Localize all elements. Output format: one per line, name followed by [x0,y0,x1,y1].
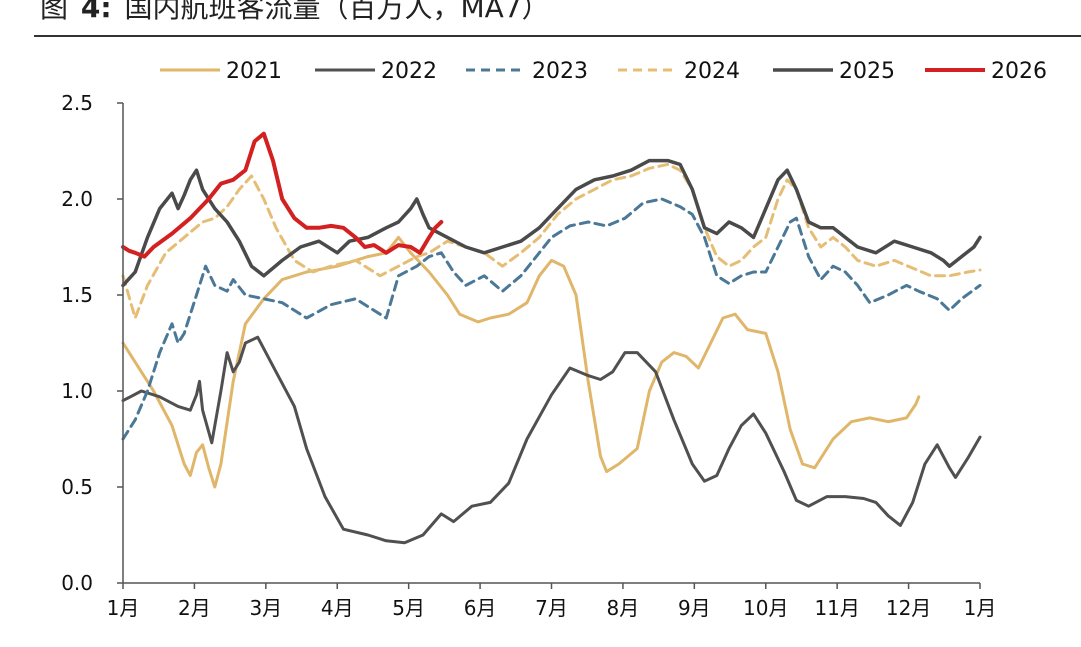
series-layer [121,131,982,545]
x-tick-label: 5月 [392,596,425,620]
x-tick-label: 12月 [886,596,931,620]
figure-title: 图 4: 国内航班客流量（百万人，MA7） [40,0,550,28]
x-tick-label: 8月 [607,596,640,620]
legend-label-2021: 2021 [226,59,282,84]
series-line-2024 [121,162,982,320]
title-rule [34,35,1081,37]
legend: 2021 2022 2023 2024 2025 2026 [160,59,1047,84]
x-tick-label: 3月 [249,596,282,620]
x-tick-label: 7月 [535,596,568,620]
y-tick-label: 1.5 [61,283,93,307]
figure-prefix: 图 [40,0,69,24]
legend-label-2025: 2025 [839,59,895,84]
figure-number: 4: [80,0,112,24]
y-tick-label: 2.0 [61,187,93,211]
x-tick-label: 2月 [178,596,211,620]
x-tick-label: 10月 [743,596,788,620]
x-tick-label: 11月 [814,596,859,620]
y-tick-label: 0.0 [61,571,93,595]
x-tick-label: 9月 [678,596,711,620]
series-line-2023 [121,197,982,441]
y-tick-label: 0.5 [61,475,93,499]
legend-label-2026: 2026 [991,59,1047,84]
series-line-2026 [121,131,444,259]
x-tick-label: 1月 [964,596,997,620]
y-tick-label: 2.5 [61,91,93,115]
series-line-2022 [121,335,982,545]
legend-label-2024: 2024 [684,59,740,84]
figure-title-text: 国内航班客流量（百万人，MA7） [124,0,550,24]
y-tick-label: 1.0 [61,379,93,403]
x-tick-label: 6月 [464,596,497,620]
series-line-2025 [121,158,982,288]
legend-label-2022: 2022 [381,59,437,84]
axes: 0.0 0.5 1.0 1.5 2.0 2.5 1月 2月 3月 4月 5月 6月 7月 8月 9月 10月 1… [61,91,996,620]
series-line-2021 [121,235,921,489]
x-tick-label: 1月 [107,596,140,620]
legend-label-2023: 2023 [532,59,588,84]
x-tick-label: 4月 [321,596,354,620]
